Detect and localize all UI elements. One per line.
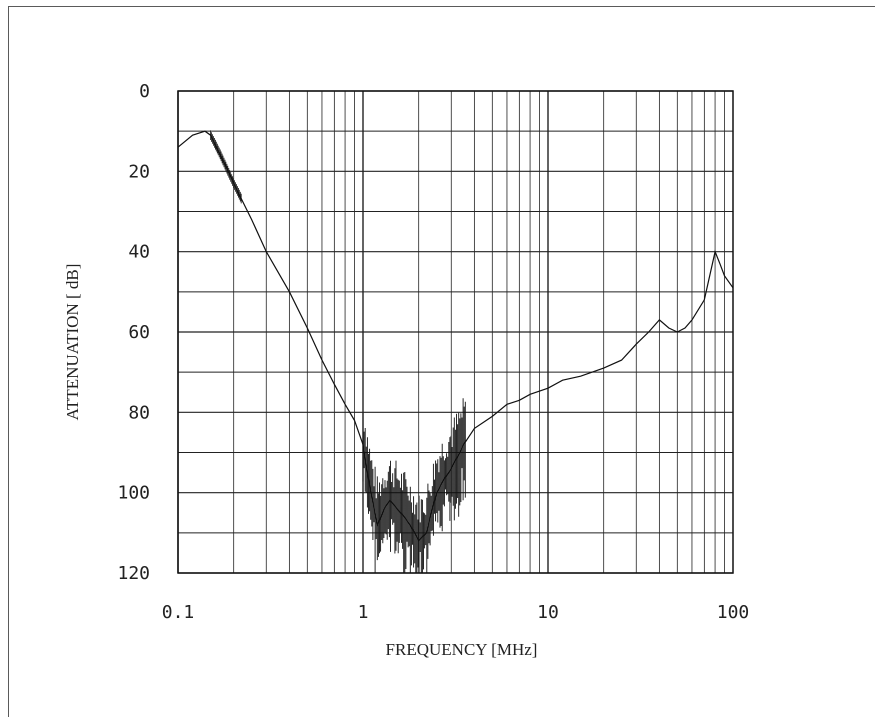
y-tick-label: 120 xyxy=(117,563,150,584)
x-tick-label: 1 xyxy=(358,602,369,623)
y-tick-label: 0 xyxy=(139,81,150,102)
x-tick-label: 10 xyxy=(537,602,559,623)
x-tick-labels: 0.1 1 10 100 xyxy=(162,602,750,623)
x-tick-label: 100 xyxy=(717,602,750,623)
y-tick-label: 20 xyxy=(128,161,150,182)
y-tick-label: 100 xyxy=(117,483,150,504)
y-tick-label: 40 xyxy=(128,242,150,263)
noise-band xyxy=(210,130,466,573)
plot-border xyxy=(177,90,734,574)
y-axis-title: ATTENUATION [ dB] xyxy=(63,264,82,421)
noise-trace xyxy=(362,398,466,573)
y-tick-labels: 0 20 40 60 80 100 120 xyxy=(117,81,150,584)
y-tick-label: 60 xyxy=(128,322,150,343)
y-tick-label: 80 xyxy=(128,402,150,423)
x-axis-title: FREQUENCY [MHz] xyxy=(386,640,538,659)
x-tick-label: 0.1 xyxy=(162,602,195,623)
chart-frame xyxy=(8,6,875,717)
ripple-trace xyxy=(210,130,242,204)
